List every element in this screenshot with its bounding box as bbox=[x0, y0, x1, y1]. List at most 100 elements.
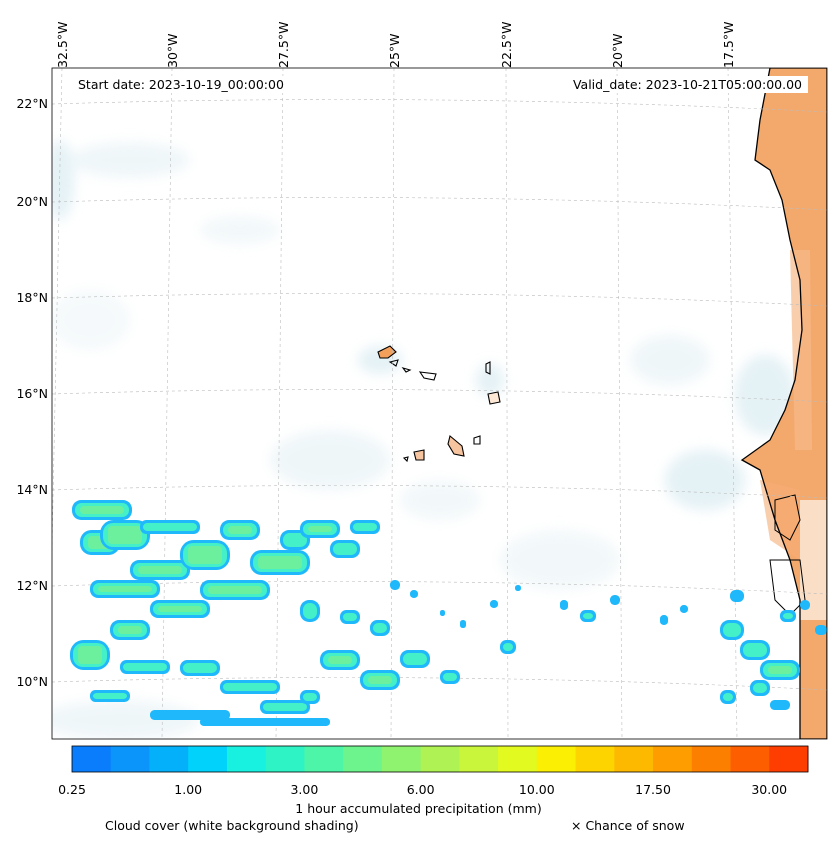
precip-cell bbox=[130, 560, 190, 580]
precip-cell bbox=[610, 595, 620, 605]
colorbar-tick-label: 30.00 bbox=[751, 782, 788, 797]
precip-cell bbox=[120, 660, 170, 674]
precip-cell bbox=[410, 590, 418, 598]
colorbar-tick-label: 3.00 bbox=[290, 782, 319, 797]
colorbar-segment bbox=[343, 746, 383, 772]
colorbar-segment bbox=[498, 746, 538, 772]
cloud-cover-shading bbox=[52, 140, 795, 739]
latitude-label: 12°N bbox=[16, 578, 48, 593]
graticule bbox=[52, 68, 827, 739]
precip-cell bbox=[70, 640, 110, 670]
plot-frame bbox=[51, 67, 828, 740]
colorbar-segment bbox=[536, 746, 577, 772]
colorbar-segment bbox=[575, 746, 615, 772]
precipitation-field bbox=[70, 500, 827, 726]
colorbar-segment bbox=[72, 746, 112, 772]
colorbar-tick-label: 6.00 bbox=[406, 782, 435, 797]
precip-cell bbox=[330, 540, 360, 558]
precip-cell bbox=[90, 690, 130, 702]
precip-cell bbox=[515, 585, 521, 591]
latitude-label: 16°N bbox=[16, 386, 48, 401]
precip-cell bbox=[300, 520, 340, 538]
precip-cell bbox=[90, 580, 160, 598]
cloud-cover-legend: Cloud cover (white background shading) bbox=[105, 818, 359, 833]
colorbar-tick-label: 0.25 bbox=[58, 782, 86, 797]
colorbar-segment bbox=[459, 746, 499, 772]
africa-landmass bbox=[740, 68, 827, 739]
precip-cell bbox=[580, 610, 596, 622]
latitude-label: 20°N bbox=[16, 194, 48, 209]
precip-cell bbox=[680, 605, 688, 613]
precip-cell bbox=[320, 650, 360, 670]
longitude-label: 20°W bbox=[610, 33, 625, 68]
precip-cell bbox=[770, 700, 790, 710]
colorbar-segment bbox=[653, 746, 693, 772]
precip-cell bbox=[780, 610, 796, 622]
longitude-label: 25°W bbox=[387, 33, 402, 68]
colorbar-tick-label: 1.00 bbox=[174, 782, 203, 797]
valid-date-label: Valid_date: 2023-10-21T05:00:00.00 bbox=[566, 76, 808, 93]
colorbar-segment bbox=[110, 746, 150, 772]
precip-cell bbox=[350, 520, 380, 534]
colorbar-segment bbox=[614, 746, 654, 772]
precip-cell bbox=[740, 640, 770, 660]
cape-verde-islands bbox=[377, 345, 501, 463]
precip-cell bbox=[300, 600, 320, 622]
colorbar-segment bbox=[226, 746, 267, 772]
precip-cell bbox=[760, 660, 800, 680]
colorbar-segment bbox=[149, 746, 189, 772]
precip-cell bbox=[220, 520, 260, 540]
precip-cell bbox=[300, 690, 320, 704]
start-date-label: Start date: 2023-10-19_00:00:00 bbox=[72, 76, 290, 93]
latitude-label: 14°N bbox=[16, 482, 48, 497]
precip-cell bbox=[150, 600, 210, 618]
precip-cell bbox=[360, 670, 400, 690]
colorbar-segment bbox=[730, 746, 770, 772]
colorbar-segment bbox=[188, 746, 228, 772]
precip-cell bbox=[720, 620, 744, 640]
precip-cell bbox=[400, 650, 430, 668]
precip-cell bbox=[750, 680, 770, 696]
longitude-label: 30°W bbox=[165, 33, 180, 68]
precip-cell bbox=[140, 520, 200, 534]
colorbar-segment bbox=[381, 746, 422, 772]
precip-cell bbox=[340, 610, 360, 624]
precip-cell bbox=[440, 670, 460, 684]
latitude-label: 18°N bbox=[16, 290, 48, 305]
precip-cell bbox=[730, 590, 744, 602]
precip-cell bbox=[370, 620, 390, 636]
latitude-label: 10°N bbox=[16, 674, 48, 689]
colorbar-tick-label: 10.00 bbox=[518, 782, 555, 797]
precip-cell bbox=[200, 580, 270, 600]
longitude-label: 17.5°W bbox=[721, 21, 736, 68]
latitude-label: 22°N bbox=[16, 96, 48, 111]
precip-cell bbox=[100, 520, 150, 550]
precip-cell bbox=[390, 580, 400, 590]
precip-cell bbox=[460, 620, 466, 628]
colorbar bbox=[71, 745, 809, 773]
colorbar-segment bbox=[304, 746, 344, 772]
snow-legend: × Chance of snow bbox=[571, 818, 685, 833]
precip-cell bbox=[490, 600, 498, 608]
precip-cell bbox=[220, 680, 280, 694]
precip-cell bbox=[72, 500, 132, 520]
colorbar-segment bbox=[691, 746, 732, 772]
precip-cell bbox=[660, 615, 668, 625]
longitude-label: 22.5°W bbox=[499, 21, 514, 68]
colorbar-frame bbox=[71, 745, 809, 773]
precip-cell bbox=[150, 710, 230, 720]
colorbar-tick-label: 17.50 bbox=[635, 782, 671, 797]
precip-cell bbox=[180, 540, 230, 570]
colorbar-segment bbox=[420, 746, 460, 772]
precip-cell bbox=[440, 610, 445, 616]
precip-cell bbox=[200, 718, 330, 726]
precip-cell bbox=[110, 620, 150, 640]
longitude-label: 27.5°W bbox=[276, 21, 291, 68]
precip-cell bbox=[250, 550, 310, 575]
precip-cell bbox=[720, 690, 736, 704]
precip-cell bbox=[500, 640, 516, 654]
precip-cell bbox=[260, 700, 310, 714]
precip-cell bbox=[180, 660, 220, 676]
colorbar-title: 1 hour accumulated precipitation (mm) bbox=[295, 801, 542, 816]
